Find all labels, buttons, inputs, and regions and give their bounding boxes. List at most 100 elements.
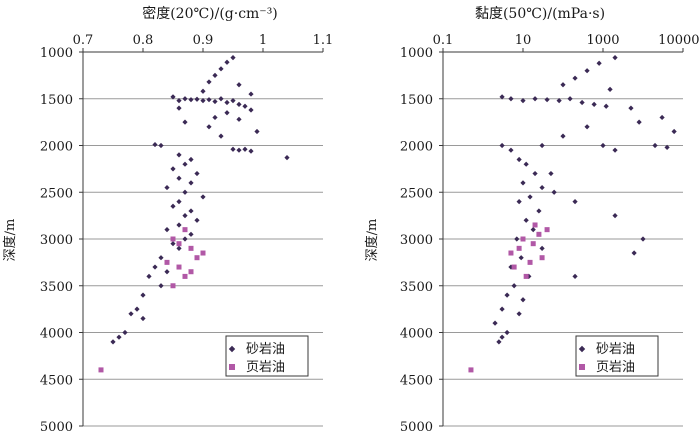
data-point-sandstone	[170, 94, 176, 100]
y-tick-label: 2500	[40, 186, 73, 201]
data-point-shale	[170, 236, 176, 242]
data-point-sandstone	[539, 184, 545, 191]
data-points	[468, 55, 677, 373]
data-point-sandstone	[188, 180, 194, 186]
data-point-sandstone	[140, 315, 146, 322]
y-tick-label: 5000	[40, 420, 73, 435]
data-point-sandstone	[188, 97, 194, 103]
data-point-sandstone	[182, 161, 188, 167]
viscosity-chart: 黏度(50℃)/(mPa·s) 深度/m 0.1 10 1000 100000 100…	[364, 6, 700, 435]
data-point-shale	[544, 227, 550, 233]
data-point-sandstone	[236, 116, 242, 122]
data-point-sandstone	[591, 101, 597, 107]
data-point-sandstone	[230, 146, 236, 152]
data-point-sandstone	[170, 241, 176, 247]
data-point-sandstone	[612, 213, 618, 219]
data-point-sandstone	[140, 292, 146, 298]
data-point-shale	[532, 222, 538, 228]
data-point-sandstone	[200, 88, 206, 94]
data-point-sandstone	[212, 114, 218, 121]
data-point-sandstone	[158, 283, 164, 289]
data-point-sandstone	[176, 105, 182, 111]
data-point-shale	[182, 227, 188, 233]
data-point-sandstone	[516, 311, 522, 317]
data-point-sandstone	[523, 161, 529, 167]
data-point-sandstone	[539, 142, 545, 149]
legend-label: 砂岩油	[246, 342, 285, 357]
legend: 砂岩油 页岩油	[225, 335, 309, 377]
data-point-sandstone	[236, 101, 242, 107]
data-point-sandstone	[152, 141, 158, 148]
data-point-shale	[188, 269, 194, 275]
data-point-sandstone	[572, 75, 578, 81]
data-point-sandstone	[607, 86, 613, 92]
data-point-sandstone	[516, 156, 522, 163]
legend-box	[575, 335, 659, 377]
data-point-sandstone	[116, 334, 122, 340]
data-point-sandstone	[176, 98, 182, 104]
data-point-sandstone	[520, 98, 526, 104]
data-point-sandstone	[572, 199, 578, 205]
data-point-sandstone	[504, 329, 510, 336]
data-points	[98, 55, 290, 373]
data-point-shale	[530, 241, 536, 247]
gridlines	[443, 98, 683, 427]
legend-marker-square	[229, 364, 235, 370]
data-point-sandstone	[218, 133, 224, 139]
y-tick-label: 3000	[400, 233, 433, 248]
y-tick-label: 4000	[40, 327, 73, 342]
data-point-sandstone	[128, 311, 134, 317]
data-point-sandstone	[516, 199, 522, 205]
data-point-sandstone	[176, 222, 182, 228]
data-point-shale	[468, 367, 474, 373]
data-point-sandstone	[182, 96, 188, 102]
y-ticks: 1000 1500 2000 2500 3000 3500 4000 4500 5000	[40, 46, 83, 435]
data-point-sandstone	[596, 60, 602, 66]
data-point-sandstone	[511, 283, 517, 289]
data-point-sandstone	[284, 155, 290, 161]
y-tick-label: 3500	[400, 280, 433, 295]
data-point-shale	[523, 273, 529, 279]
data-point-sandstone	[254, 128, 260, 135]
data-point-sandstone	[158, 142, 164, 149]
data-point-sandstone	[224, 110, 230, 116]
data-point-sandstone	[532, 96, 538, 102]
data-point-sandstone	[194, 170, 200, 177]
x-tick-label: 1000	[586, 33, 619, 48]
data-point-sandstone	[146, 273, 152, 279]
legend-marker-diamond	[578, 345, 586, 353]
data-point-shale	[188, 245, 194, 251]
data-point-sandstone	[152, 264, 158, 270]
y-axis-label: 深度/m	[2, 219, 18, 262]
data-point-sandstone	[122, 329, 128, 336]
y-tick-label: 4500	[40, 373, 73, 388]
data-point-sandstone	[539, 245, 545, 251]
legend-label: 砂岩油	[596, 342, 635, 357]
data-point-sandstone	[248, 148, 254, 154]
data-point-sandstone	[532, 170, 538, 177]
data-point-sandstone	[194, 217, 200, 223]
data-point-sandstone	[164, 184, 170, 191]
data-point-sandstone	[242, 146, 248, 152]
data-point-sandstone	[544, 97, 550, 103]
data-point-shale	[527, 259, 533, 265]
data-point-sandstone	[518, 255, 524, 261]
data-point-sandstone	[236, 147, 242, 153]
data-point-sandstone	[520, 297, 526, 303]
gridlines	[83, 98, 323, 427]
data-point-shale	[164, 259, 170, 265]
data-point-sandstone	[520, 180, 526, 186]
data-point-shale	[520, 236, 526, 242]
data-point-sandstone	[526, 273, 532, 279]
legend-item-shale: 页岩油	[579, 360, 635, 375]
data-point-sandstone	[176, 245, 182, 251]
data-point-shale	[539, 255, 545, 261]
data-point-sandstone	[671, 128, 677, 135]
y-tick-label: 4500	[400, 373, 433, 388]
chart-title: 密度(20℃)/(g·cm⁻³)	[142, 5, 278, 22]
data-point-sandstone	[212, 72, 218, 78]
data-point-sandstone	[504, 292, 510, 298]
x-tick-label: 0.8	[133, 33, 154, 48]
data-point-sandstone	[188, 208, 194, 214]
data-point-shale	[200, 250, 206, 256]
